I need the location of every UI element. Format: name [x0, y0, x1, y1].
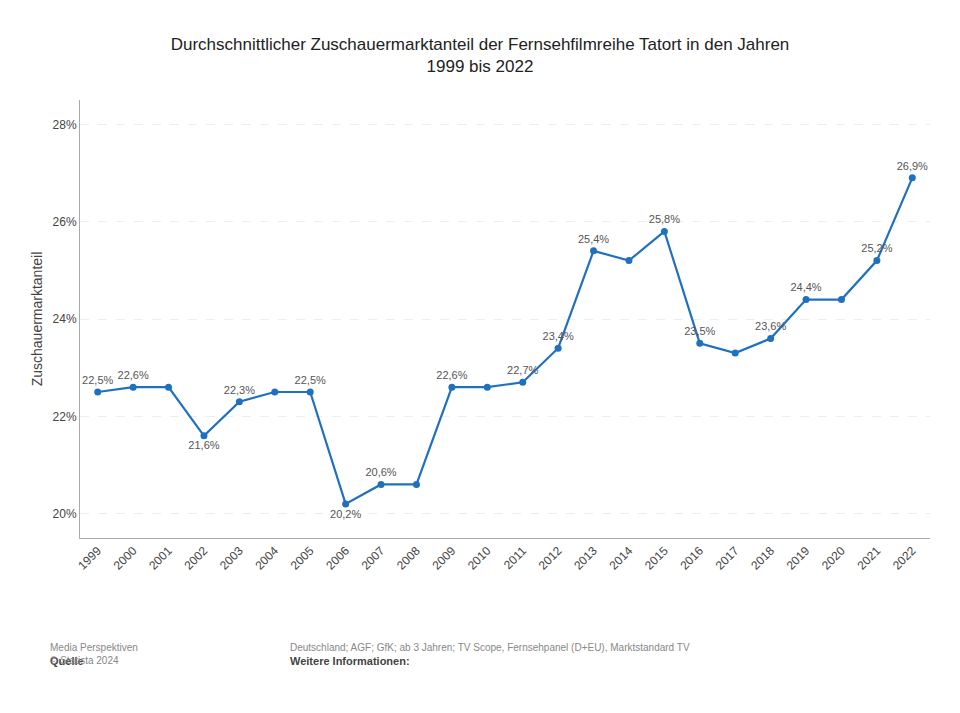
svg-text:21,6%: 21,6% [188, 439, 219, 451]
svg-text:25,8%: 25,8% [649, 213, 680, 225]
svg-text:Zuschauermarktanteil: Zuschauermarktanteil [29, 252, 45, 387]
svg-text:22%: 22% [53, 410, 77, 424]
svg-text:2005: 2005 [288, 544, 317, 573]
svg-text:2008: 2008 [394, 544, 423, 573]
svg-text:22,5%: 22,5% [295, 374, 326, 386]
svg-text:22,6%: 22,6% [436, 369, 467, 381]
svg-text:2010: 2010 [465, 544, 494, 573]
svg-text:25,2%: 25,2% [861, 242, 892, 254]
svg-text:2020: 2020 [819, 544, 848, 573]
svg-text:2012: 2012 [536, 544, 565, 573]
svg-text:24%: 24% [53, 312, 77, 326]
svg-text:23,4%: 23,4% [543, 330, 574, 342]
svg-text:2001: 2001 [146, 544, 175, 573]
svg-text:Deutschland; AGF; GfK; ab 3 Ja: Deutschland; AGF; GfK; ab 3 Jahren; TV S… [290, 642, 690, 653]
svg-text:22,5%: 22,5% [82, 374, 113, 386]
svg-text:2016: 2016 [677, 544, 706, 573]
svg-text:2021: 2021 [854, 544, 883, 573]
svg-text:20,6%: 20,6% [365, 466, 396, 478]
svg-text:22,3%: 22,3% [224, 384, 255, 396]
svg-text:1999: 1999 [75, 544, 104, 573]
svg-text:2006: 2006 [323, 544, 352, 573]
svg-text:2003: 2003 [217, 544, 246, 573]
svg-text:2002: 2002 [182, 544, 211, 573]
svg-text:22,7%: 22,7% [507, 364, 538, 376]
svg-text:2013: 2013 [571, 544, 600, 573]
svg-text:28%: 28% [53, 118, 77, 132]
svg-text:2011: 2011 [501, 544, 529, 572]
svg-text:2017: 2017 [713, 544, 742, 573]
svg-text:23,6%: 23,6% [755, 320, 786, 332]
svg-text:25,4%: 25,4% [578, 233, 609, 245]
svg-text:2014: 2014 [607, 544, 636, 573]
svg-text:Media Perspektiven© Statista 2: Media Perspektiven© Statista 2024 [50, 642, 138, 666]
svg-text:24,4%: 24,4% [790, 281, 821, 293]
svg-text:2022: 2022 [890, 544, 919, 573]
svg-text:20%: 20% [53, 507, 77, 521]
svg-text:22,6%: 22,6% [118, 369, 149, 381]
svg-text:2000: 2000 [111, 544, 140, 573]
svg-text:Quelle: Quelle [50, 655, 84, 667]
svg-text:20,2%: 20,2% [330, 508, 361, 520]
svg-text:26%: 26% [53, 215, 77, 229]
svg-text:2018: 2018 [748, 544, 777, 573]
svg-text:2004: 2004 [252, 544, 281, 573]
svg-text:Weitere Informationen:: Weitere Informationen: [290, 655, 410, 667]
svg-text:2009: 2009 [429, 544, 458, 573]
svg-text:2007: 2007 [359, 544, 388, 573]
svg-text:26,9%: 26,9% [897, 160, 928, 172]
svg-text:23,5%: 23,5% [684, 325, 715, 337]
svg-text:2019: 2019 [784, 544, 813, 573]
svg-text:Durchschnittlicher Zuschauerma: Durchschnittlicher Zuschauermarktanteil … [171, 35, 790, 76]
svg-text:2015: 2015 [642, 544, 671, 573]
